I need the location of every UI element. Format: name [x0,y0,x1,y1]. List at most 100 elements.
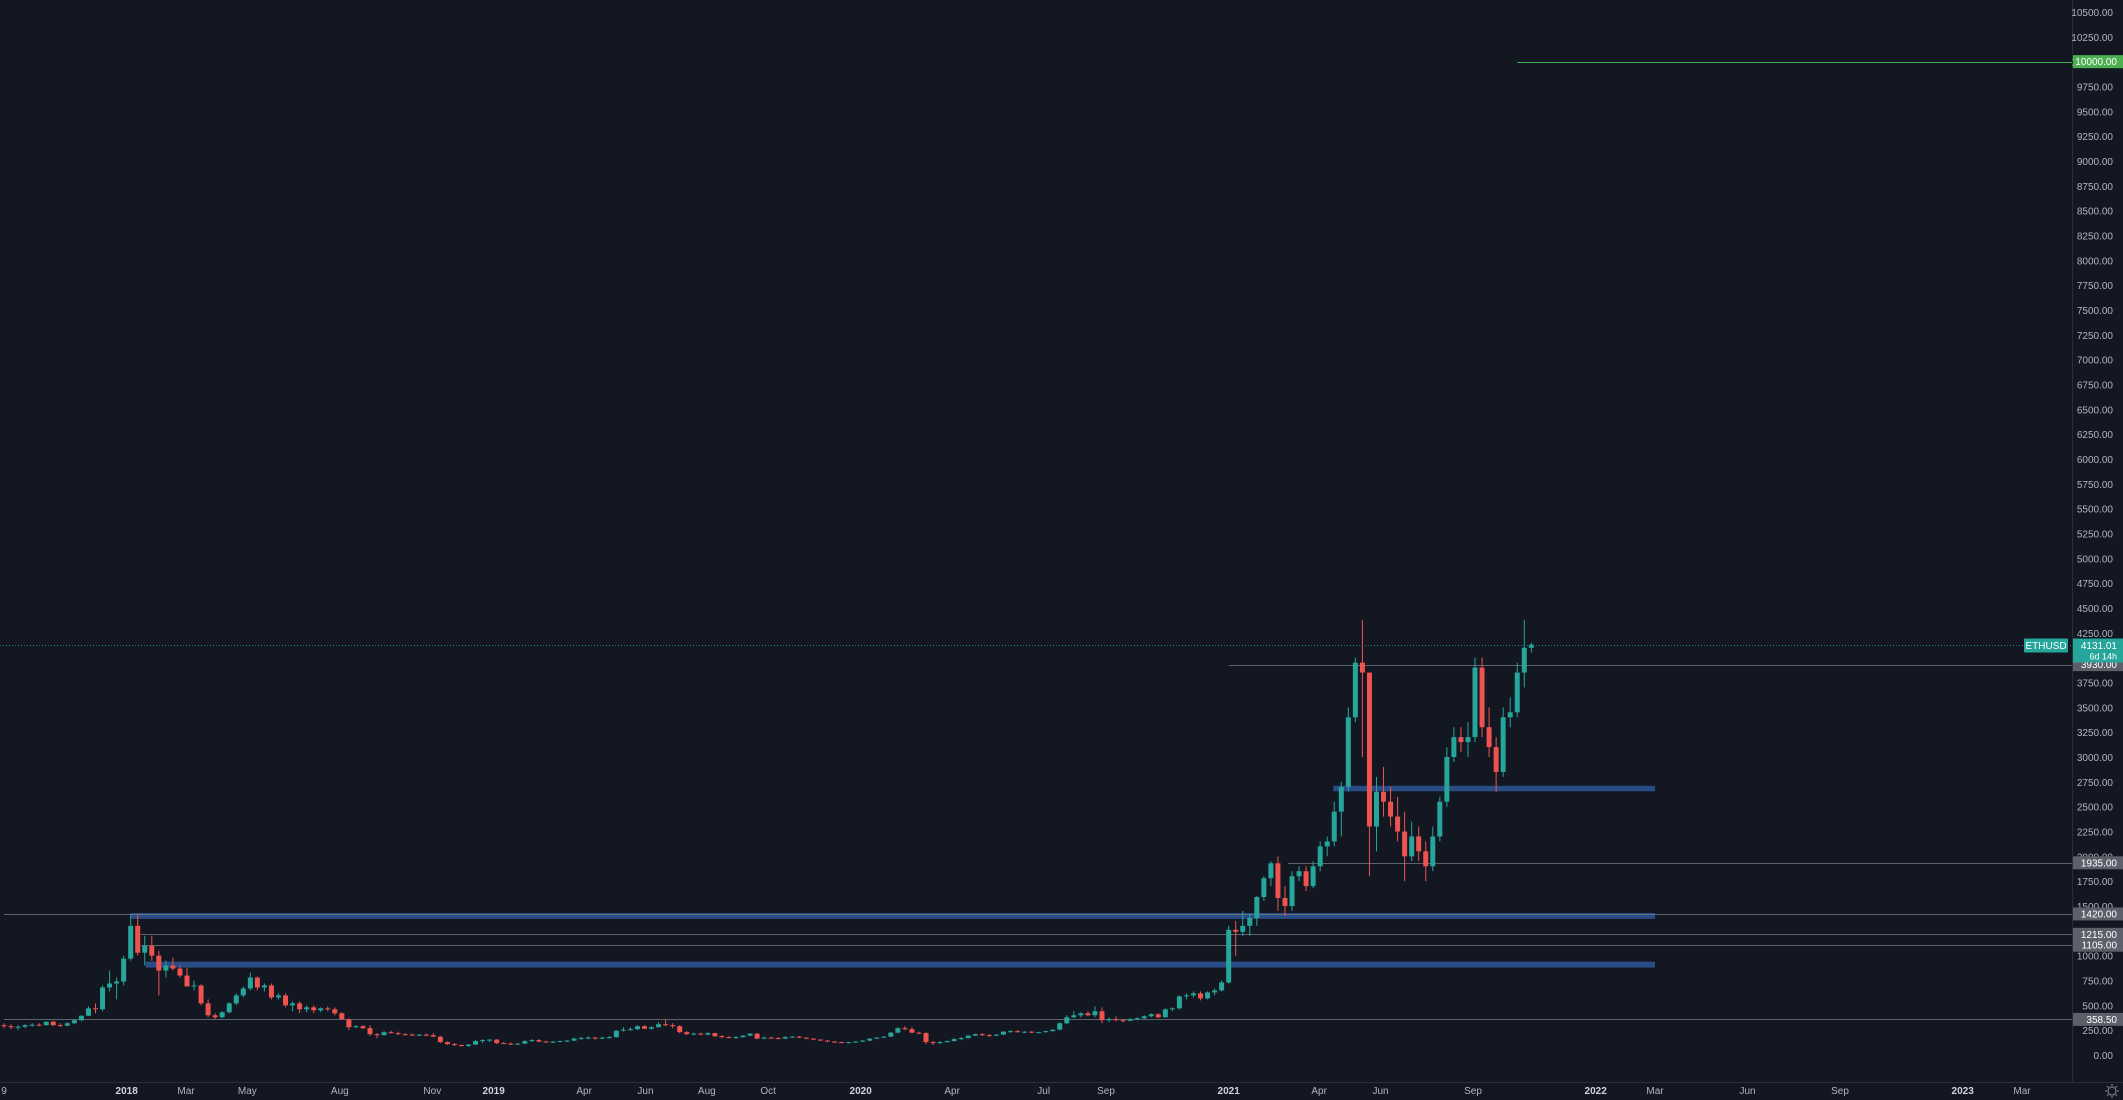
candle-body [571,1038,577,1041]
candle-body [1085,1013,1091,1016]
candle-body [409,1034,415,1036]
candle-body [944,1041,950,1043]
level-label-bg [2073,927,2123,941]
candle-body [768,1037,774,1039]
candle-body [1022,1031,1028,1033]
price-tick-label: 5500.00 [2077,505,2114,516]
candle-body [149,945,155,956]
level-label-bg [2073,1012,2123,1026]
time-tick-label: 9 [1,1086,7,1097]
candle-body [1296,871,1302,877]
candle-body [1465,737,1471,743]
last-price-value: 4131.01 [2081,641,2118,652]
candle-body [965,1035,971,1039]
price-tick-label: 9500.00 [2077,107,2114,118]
settings-gear-icon[interactable] [2105,1084,2119,1098]
candle-body [1219,982,1225,991]
candle-body [163,965,169,971]
price-tick-label: 6000.00 [2077,455,2114,466]
price-tick-label: 0.00 [2094,1051,2114,1062]
time-tick-label: Aug [698,1086,716,1097]
candle-body [839,1042,845,1044]
candle-body [1324,841,1330,847]
candle-body [599,1037,605,1039]
candle-body [613,1030,619,1038]
gear-ring [2107,1086,2117,1096]
price-tick-label: 10500.00 [2071,8,2113,19]
price-tick-label: 8250.00 [2077,232,2114,243]
candle-body [1303,871,1309,887]
time-tick-label: Jun [637,1086,653,1097]
price-tick-label: 8500.00 [2077,207,2114,218]
price-tick-label: 3250.00 [2077,728,2114,739]
candle-body [789,1036,795,1038]
time-tick-label: Jul [1037,1086,1050,1097]
time-axis-background [0,1082,2123,1100]
gear-tooth [2106,1085,2109,1088]
candle-body [691,1033,697,1035]
candle-body [1310,866,1316,887]
price-tick-label: 2750.00 [2077,778,2114,789]
time-tick-label: Apr [944,1086,960,1097]
candle-body [1528,644,1534,648]
candle-body [986,1035,992,1037]
time-tick-label: Oct [760,1086,776,1097]
candle-body [1373,791,1379,827]
time-axis[interactable]: 9 2018 Mar May Aug Nov 2019 Apr Jun Aug Oct 2020 Apr… [0,1082,2123,1100]
time-tick-label: Sep [1097,1086,1115,1097]
price-tick-label: 3000.00 [2077,753,2114,764]
last-price-tag [2073,638,2123,663]
candle-body [578,1038,584,1040]
gear-tooth [2115,1085,2118,1088]
candle-body [85,1008,91,1016]
time-tick-label: 2018 [116,1086,139,1097]
candle-body [233,995,239,1004]
candle-body [585,1037,591,1039]
candle-body [817,1039,823,1041]
candle-body [1451,737,1457,757]
level-label: 358.50 [2086,1015,2117,1026]
candle-body [480,1040,486,1042]
candle-body [22,1025,28,1027]
price-tick-label: 4500.00 [2077,604,2114,615]
candle-body [1282,898,1288,906]
candle-body [916,1032,922,1034]
candle-body [268,985,274,998]
price-tick-label: 6750.00 [2077,381,2114,392]
candle-body [1015,1031,1021,1033]
candle-body [451,1044,457,1046]
candle-body [297,1003,303,1010]
candle-body [1500,717,1506,772]
candle-body [494,1039,500,1044]
candle-body [1099,1011,1105,1021]
level-label: 3930.00 [2081,660,2118,671]
candle-body [374,1034,380,1036]
candle-body [416,1034,422,1036]
candle-body [993,1034,999,1036]
candle-body [1176,996,1182,1009]
candle-body [1043,1031,1049,1033]
candle-body [641,1026,647,1029]
level-label-bg [2073,55,2123,69]
candle-body [522,1041,528,1044]
candle-body [92,1008,98,1010]
candle-body [1338,786,1344,812]
candle-body [543,1041,549,1043]
candle-body [979,1034,985,1036]
candle-body [430,1035,436,1037]
candle-body [670,1025,676,1027]
time-tick-label: Apr [576,1086,592,1097]
candle-body [100,987,106,1010]
candle-body [930,1042,936,1044]
candle-body [754,1033,760,1039]
candle-body [135,925,141,953]
candle-body [353,1026,359,1028]
candle-body [156,955,162,971]
candle-body [395,1033,401,1035]
candle-body [1458,737,1464,743]
candle-body [226,1003,232,1013]
candle-body [536,1040,542,1042]
candle-body [64,1023,70,1026]
candle-body [1029,1031,1035,1033]
